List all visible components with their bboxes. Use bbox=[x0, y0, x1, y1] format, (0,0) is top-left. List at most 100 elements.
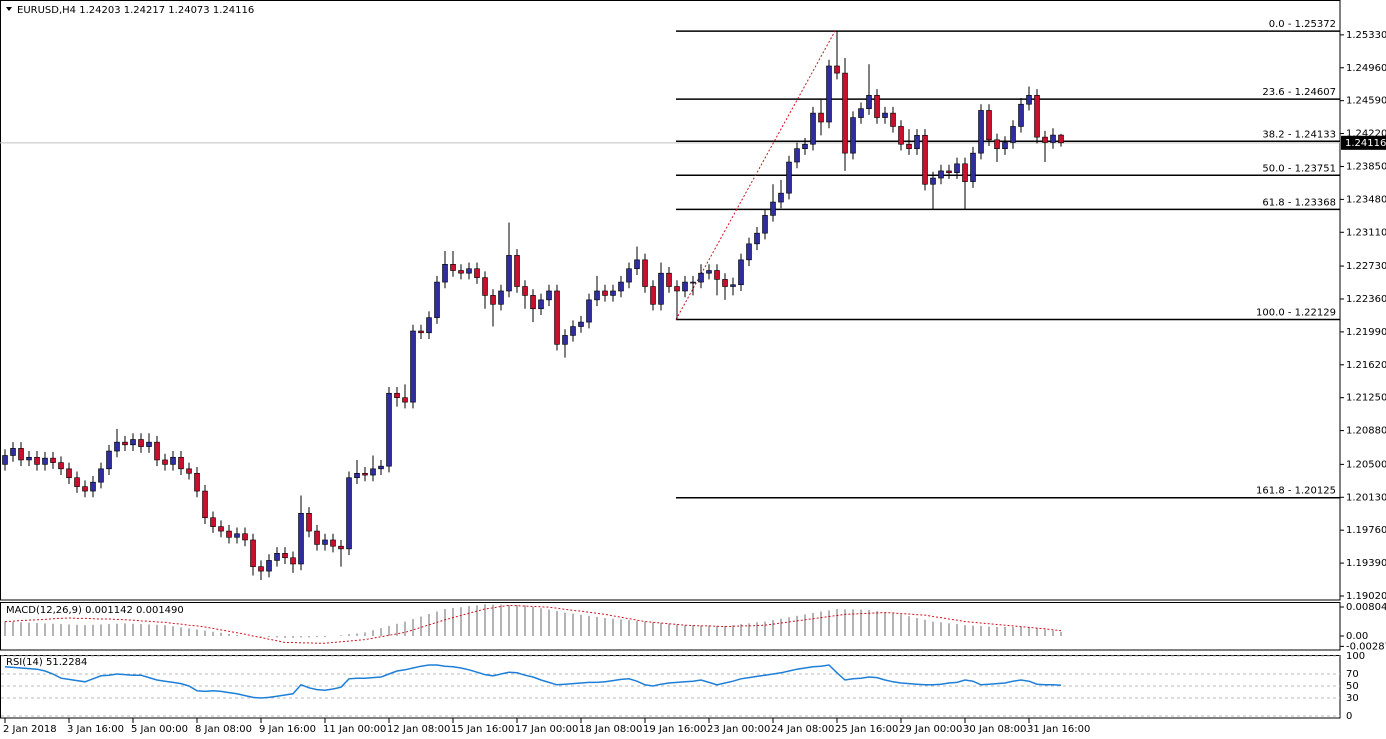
price-box bbox=[1341, 135, 1386, 150]
candle-body bbox=[322, 539, 328, 545]
y-tick-label: -0.002872 bbox=[1346, 641, 1386, 652]
x-tick-label: 18 Jan 08:00 bbox=[579, 724, 642, 735]
rsi-title: RSI(14) bbox=[6, 657, 43, 668]
candle-body bbox=[794, 148, 800, 163]
candle-body bbox=[26, 456, 32, 461]
candle-body bbox=[242, 533, 248, 541]
y-tick-label: 1.20880 bbox=[1346, 426, 1386, 437]
candle-body bbox=[930, 177, 936, 185]
candle-body bbox=[546, 290, 552, 301]
x-tick-label: 9 Jan 16:00 bbox=[259, 724, 316, 735]
candle-body bbox=[714, 270, 720, 280]
y-tick-label: 30 bbox=[1346, 693, 1359, 704]
fib-label: 161.8 - 1.20125 bbox=[1256, 486, 1336, 497]
signal-readout: 0.001490 bbox=[136, 605, 184, 616]
symbol: EURUSD,H4 bbox=[17, 5, 76, 16]
candle-body bbox=[194, 472, 200, 492]
candle-body bbox=[618, 281, 624, 292]
candle-body bbox=[314, 530, 320, 545]
candle-body bbox=[698, 272, 704, 283]
candle-body bbox=[18, 448, 24, 461]
candle-body bbox=[1050, 134, 1056, 143]
y-tick-label: 0.008044 bbox=[1346, 602, 1386, 613]
rsi-panel bbox=[0, 655, 1341, 719]
y-tick-label: 1.21250 bbox=[1346, 393, 1386, 404]
candle-body bbox=[538, 299, 544, 310]
candle-body bbox=[762, 215, 768, 234]
candle-body bbox=[234, 533, 240, 538]
x-tick-label: 29 Jan 00:00 bbox=[899, 724, 962, 735]
candle-body bbox=[482, 277, 488, 296]
y-tick-label: 1.22730 bbox=[1346, 261, 1386, 272]
x-tick-label: 2 Jan 2018 bbox=[3, 724, 57, 735]
candle-body bbox=[418, 330, 424, 334]
open-readout: 1.24203 bbox=[79, 5, 120, 16]
main-panel bbox=[0, 0, 1341, 601]
x-tick-label: 23 Jan 00:00 bbox=[707, 724, 770, 735]
candle-body bbox=[386, 392, 392, 467]
y-tick-label: 1.24960 bbox=[1346, 63, 1386, 74]
candle-body bbox=[778, 192, 784, 203]
candle-body bbox=[682, 281, 688, 292]
candle-body bbox=[850, 117, 856, 154]
candle-body bbox=[498, 290, 504, 305]
candle-body bbox=[842, 72, 848, 154]
candle-body bbox=[818, 112, 824, 123]
candle-body bbox=[626, 268, 632, 283]
candle-body bbox=[634, 259, 640, 270]
fib-label: 0.0 - 1.25372 bbox=[1269, 19, 1336, 30]
candle-body bbox=[1018, 103, 1024, 127]
y-tick-label: 1.23480 bbox=[1346, 194, 1386, 205]
y-tick-label: 1.20500 bbox=[1346, 459, 1386, 470]
candle-body bbox=[458, 270, 464, 274]
candle-body bbox=[690, 281, 696, 284]
candle-body bbox=[74, 477, 80, 487]
candle-body bbox=[378, 465, 384, 470]
candle-body bbox=[986, 110, 992, 141]
y-tick-label: 70 bbox=[1346, 669, 1359, 680]
candle-body bbox=[258, 566, 264, 572]
candle-body bbox=[210, 517, 216, 527]
candle-body bbox=[994, 139, 1000, 149]
candle-body bbox=[82, 486, 88, 492]
candle-body bbox=[98, 468, 104, 483]
macd-title: MACD(12,26,9) bbox=[6, 605, 82, 616]
y-tick-label: 100 bbox=[1346, 651, 1365, 662]
price-box-label: 1.24116 bbox=[1345, 138, 1386, 149]
candle-body bbox=[834, 65, 840, 74]
candle-body bbox=[450, 263, 456, 271]
x-tick-label: 30 Jan 08:00 bbox=[963, 724, 1026, 735]
candle-body bbox=[282, 553, 288, 559]
candle-body bbox=[890, 112, 896, 127]
macd-header: MACD(12,26,9) 0.001142 0.001490 bbox=[6, 605, 184, 616]
rsi-readout: 51.2284 bbox=[46, 657, 87, 668]
x-tick-label: 12 Jan 08:00 bbox=[387, 724, 450, 735]
candle-body bbox=[106, 450, 112, 470]
candle-body bbox=[1002, 142, 1008, 149]
close-readout: 1.24116 bbox=[213, 5, 254, 16]
candle-body bbox=[602, 290, 608, 296]
candle-body bbox=[490, 295, 496, 305]
candle-body bbox=[666, 272, 672, 287]
fib-label: 100.0 - 1.22129 bbox=[1256, 308, 1336, 319]
candle-body bbox=[2, 455, 8, 465]
candle-body bbox=[1058, 134, 1064, 144]
candle-body bbox=[874, 95, 880, 118]
candle-body bbox=[402, 397, 408, 403]
candle-body bbox=[514, 255, 520, 287]
x-tick-label: 3 Jan 16:00 bbox=[67, 724, 124, 735]
candle-body bbox=[114, 441, 120, 452]
menu-arrow[interactable] bbox=[6, 7, 12, 11]
trend-line bbox=[675, 30, 836, 320]
candle-body bbox=[802, 143, 808, 149]
x-tick-label: 11 Jan 00:00 bbox=[323, 724, 386, 735]
candle-body bbox=[178, 456, 184, 470]
x-tick-label: 5 Jan 00:00 bbox=[131, 724, 188, 735]
rsi-line bbox=[4, 664, 1062, 699]
candle-body bbox=[562, 335, 568, 345]
candle-body bbox=[586, 299, 592, 323]
y-tick-label: 1.23850 bbox=[1346, 161, 1386, 172]
candle-body bbox=[530, 295, 536, 310]
candle-body bbox=[274, 553, 280, 561]
candle-body bbox=[866, 95, 872, 109]
